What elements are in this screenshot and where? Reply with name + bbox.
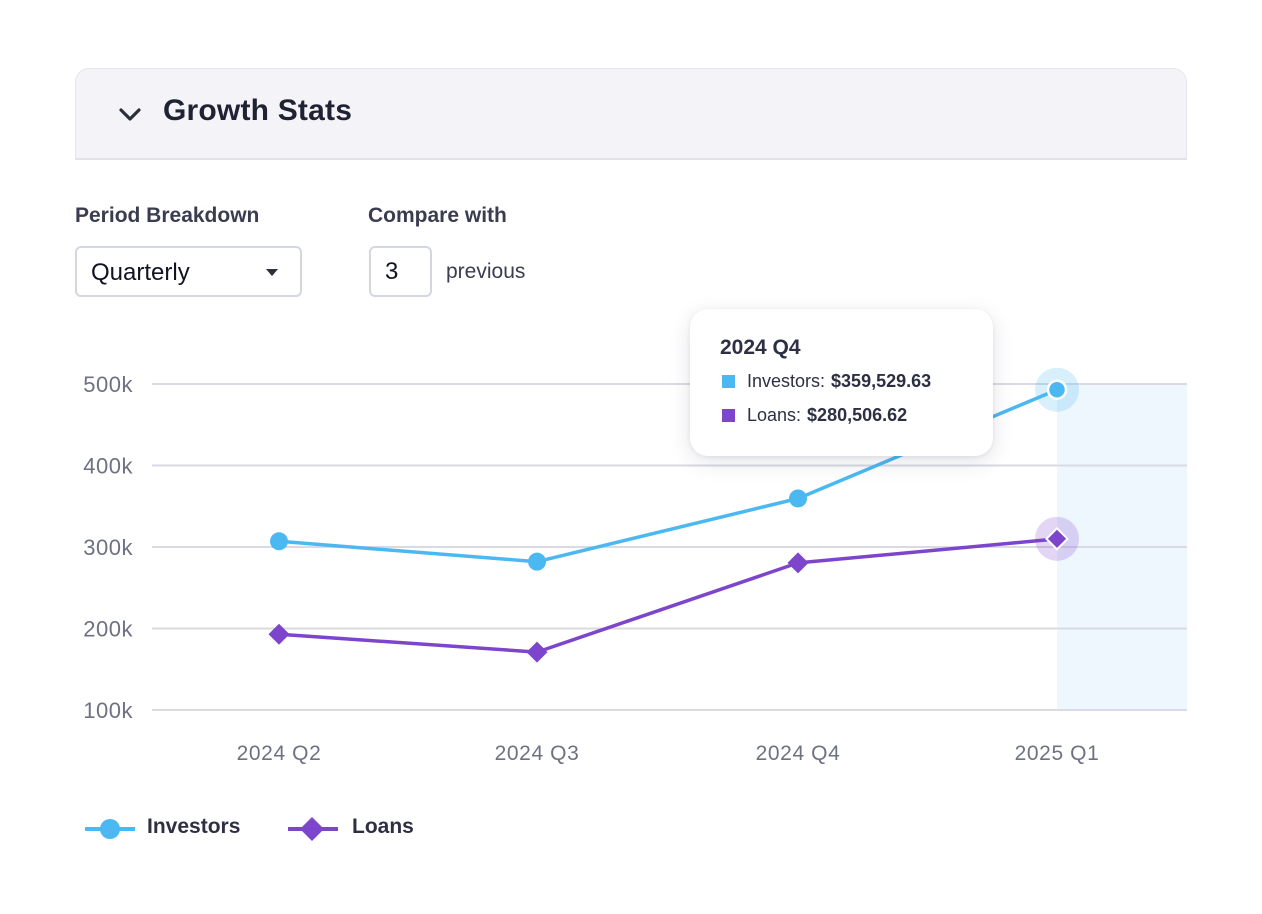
tooltip-title: 2024 Q4 [720, 336, 801, 359]
legend-label: Loans [352, 815, 414, 838]
x-tick-label: 2024 Q3 [495, 742, 580, 765]
legend-label: Investors [147, 815, 241, 838]
compare-suffix-text: previous [446, 260, 526, 283]
tooltip-row-name: Loans: [747, 405, 802, 425]
loans-point [268, 623, 290, 645]
growth-stats-header[interactable]: Growth Stats [75, 68, 1187, 160]
investors-swatch [722, 375, 735, 388]
period-select[interactable]: Quarterly [75, 246, 302, 297]
period-breakdown-label: Period Breakdown [75, 204, 260, 227]
y-tick-label: 500k [83, 372, 133, 397]
investors-point [528, 552, 546, 571]
tooltip-row-value: $359,529.63 [831, 371, 932, 391]
circle-marker-icon [85, 819, 135, 839]
y-tick-label: 400k [83, 454, 133, 479]
x-tick-label: 2025 Q1 [1015, 742, 1100, 765]
investors-point [789, 489, 807, 508]
chart-tooltip: 2024 Q4 Investors: $359,529.63 Loans: $280… [690, 309, 993, 456]
x-tick-label: 2024 Q4 [756, 742, 841, 765]
loans-point [526, 641, 548, 663]
y-tick-label: 100k [83, 698, 133, 723]
tooltip-row-investors: Investors: $359,529.63 [722, 371, 931, 392]
loans-swatch [722, 409, 735, 422]
tooltip-row-name: Investors: [747, 371, 826, 391]
loans-point [1045, 526, 1069, 551]
caret-down-icon [266, 269, 278, 276]
series-line-loans [277, 537, 1059, 654]
x-tick-label: 2024 Q2 [237, 742, 322, 765]
tooltip-row-value: $280,506.62 [807, 405, 908, 425]
investors-point [270, 532, 288, 551]
investors-point [1046, 379, 1068, 400]
compare-with-label: Compare with [368, 204, 507, 227]
y-tick-label: 300k [83, 535, 133, 560]
chevron-down-icon[interactable] [116, 101, 144, 129]
diamond-marker-icon [288, 817, 338, 841]
y-tick-label: 200k [83, 617, 133, 642]
loans-point [787, 552, 809, 574]
compare-count-input[interactable] [369, 246, 432, 297]
tooltip-row-loans: Loans: $280,506.62 [722, 405, 907, 426]
panel-title: Growth Stats [163, 94, 353, 127]
period-select-value: Quarterly [91, 259, 190, 286]
